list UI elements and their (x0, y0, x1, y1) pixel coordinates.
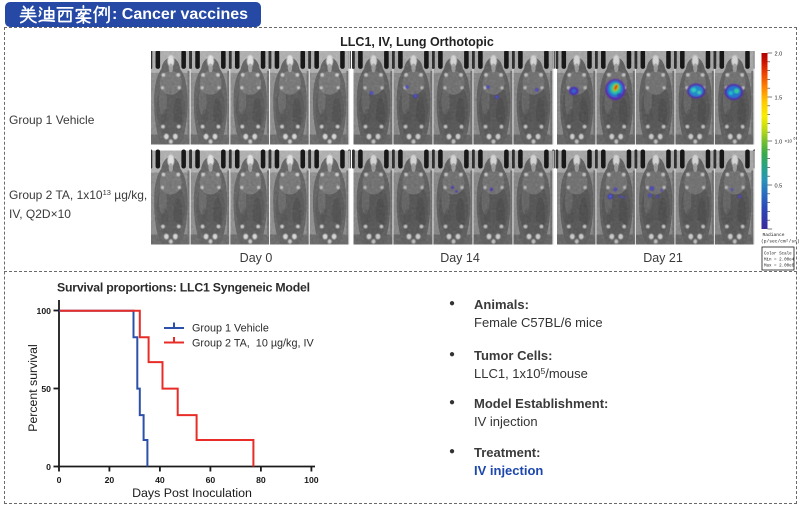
svg-text:(p/sec/cm²/sr): (p/sec/cm²/sr) (761, 239, 800, 245)
svg-text:0: 0 (57, 475, 62, 485)
svg-text:×10: ×10 (785, 139, 793, 144)
svg-text:100: 100 (37, 306, 52, 316)
svg-text:Max = 2.00e6: Max = 2.00e6 (764, 265, 795, 269)
svg-text:60: 60 (206, 475, 216, 485)
svg-text:50: 50 (41, 384, 51, 394)
svg-text:100: 100 (304, 475, 319, 485)
svg-text:Percent survival: Percent survival (26, 344, 40, 431)
svg-text:20: 20 (105, 475, 115, 485)
svg-text:0.5: 0.5 (775, 184, 783, 190)
svg-text:80: 80 (256, 475, 266, 485)
svg-text:6: 6 (794, 137, 796, 141)
svg-text:1.0: 1.0 (775, 140, 783, 146)
svg-text:0: 0 (46, 462, 51, 472)
svg-text:2.0: 2.0 (775, 52, 783, 58)
svg-text:Days Post Inoculation: Days Post Inoculation (132, 486, 252, 500)
svg-text:Radiance: Radiance (763, 232, 785, 238)
svg-text:Survival proportions: LLC1 Syn: Survival proportions: LLC1 Syngeneic Mod… (57, 281, 310, 295)
svg-text:Color Scale: Color Scale (764, 252, 792, 257)
svg-text:Min = 2.00e4: Min = 2.00e4 (764, 258, 795, 263)
svg-text:1.5: 1.5 (775, 96, 783, 102)
svg-text:Group 2 TA, 10 µg/kg, IV: Group 2 TA, 10 µg/kg, IV (192, 338, 314, 350)
svg-text:40: 40 (155, 475, 165, 485)
svg-text:Group 1 Vehicle: Group 1 Vehicle (192, 323, 269, 335)
